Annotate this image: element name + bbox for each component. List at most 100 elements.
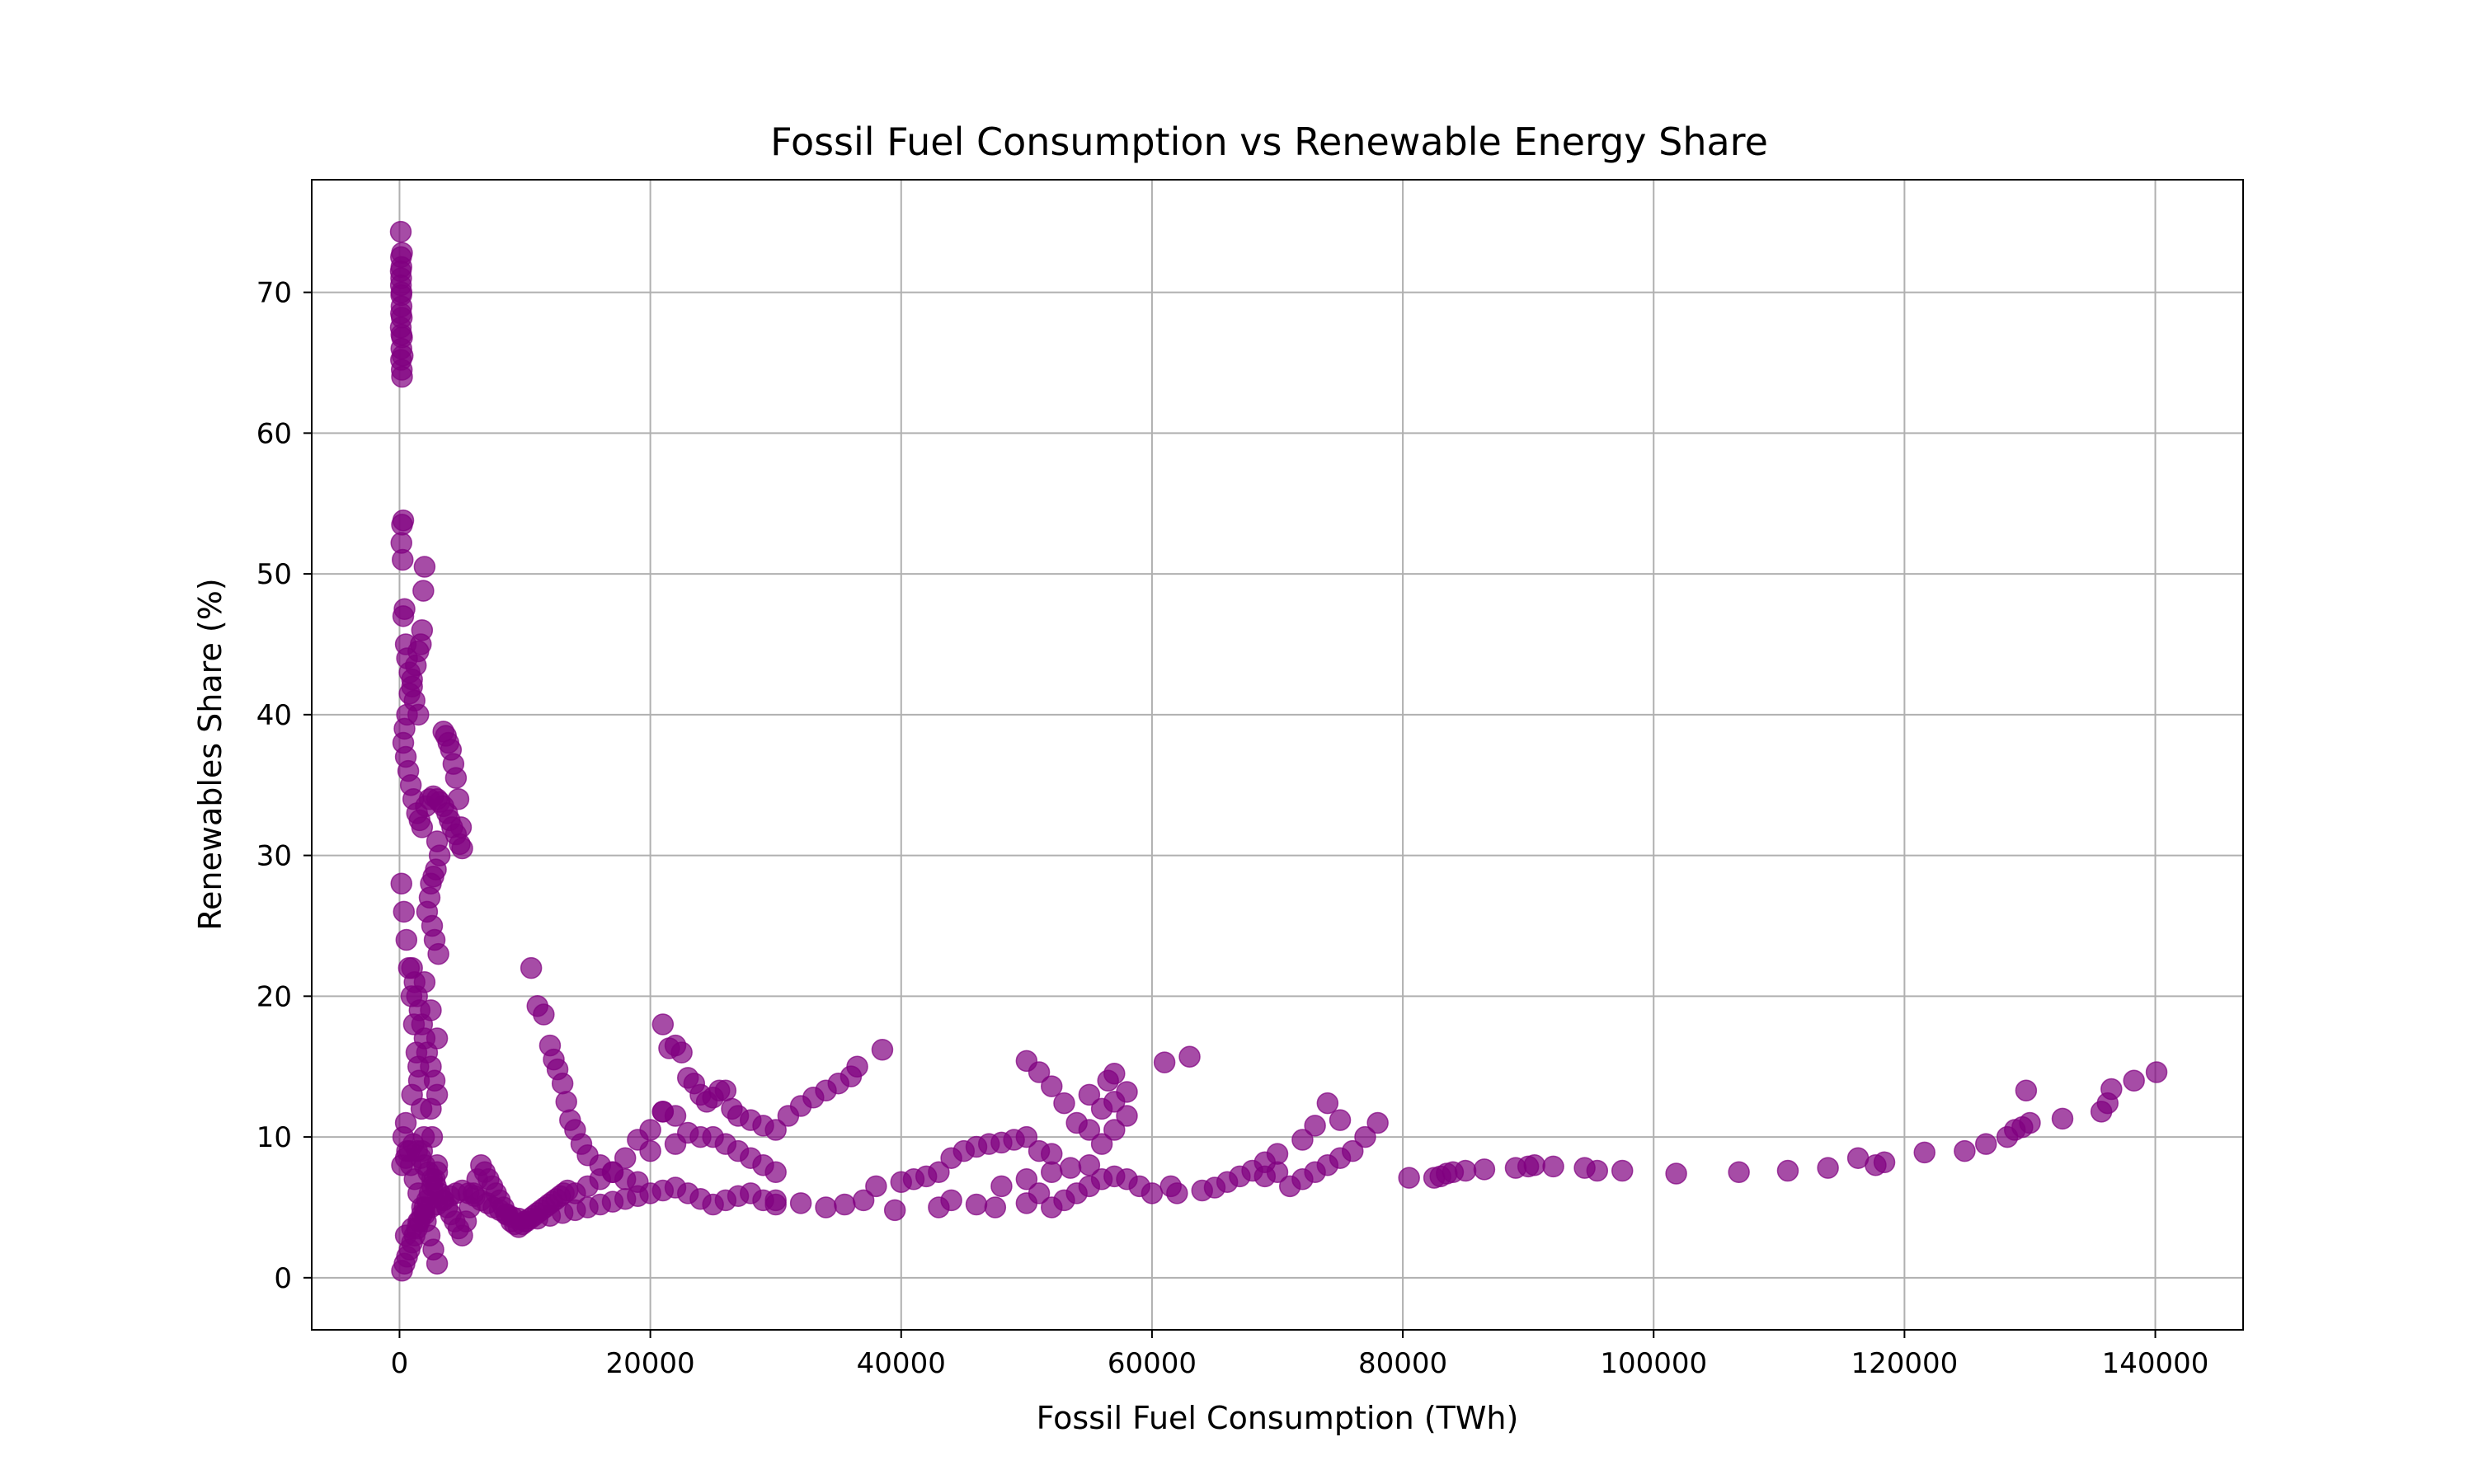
- data-point: [1291, 1129, 1314, 1151]
- plot-area-frame: [311, 179, 2244, 1331]
- data-point: [555, 1091, 577, 1113]
- data-point: [846, 1055, 868, 1078]
- data-point: [556, 1179, 579, 1202]
- data-point: [764, 1161, 787, 1184]
- data-point: [2051, 1107, 2074, 1130]
- data-point: [1454, 1159, 1477, 1182]
- data-point: [1178, 1045, 1201, 1068]
- data-point: [789, 1192, 812, 1214]
- x-axis-ticks: 0 20000 40000 60000 80000 100000 120000 140000: [391, 1330, 2208, 1380]
- data-point: [676, 1121, 699, 1144]
- data-point: [413, 971, 436, 993]
- data-point: [1116, 1081, 1138, 1103]
- data-point: [1015, 1168, 1038, 1190]
- data-point: [834, 1193, 856, 1216]
- x-tick-label: 0: [391, 1347, 409, 1380]
- data-point: [990, 1175, 1013, 1198]
- x-tick-label: 60000: [1108, 1347, 1197, 1380]
- data-point: [447, 788, 470, 810]
- data-point: [1041, 1143, 1063, 1165]
- data-point: [533, 1003, 555, 1026]
- data-point: [1053, 1092, 1075, 1115]
- data-point: [714, 1079, 737, 1101]
- data-point: [426, 1252, 449, 1275]
- data-point: [427, 942, 449, 965]
- data-point: [651, 1101, 675, 1123]
- data-point: [1354, 1125, 1376, 1148]
- data-point: [815, 1196, 837, 1219]
- data-point: [407, 1069, 430, 1092]
- y-axis-title: Renewables Share (%): [192, 578, 228, 930]
- data-point: [391, 514, 413, 536]
- x-tick-label: 120000: [1851, 1347, 1958, 1380]
- data-point: [551, 1072, 574, 1095]
- data-point: [883, 1199, 906, 1222]
- data-point: [390, 872, 412, 895]
- x-tick-label: 20000: [606, 1347, 695, 1380]
- data-point: [670, 1041, 693, 1064]
- data-point: [1028, 1061, 1051, 1083]
- data-point: [1078, 1083, 1101, 1106]
- data-point: [420, 999, 442, 1021]
- data-point: [1304, 1115, 1326, 1137]
- data-point: [871, 1038, 894, 1061]
- y-tick-label: 60: [256, 417, 292, 450]
- data-point: [405, 1041, 428, 1064]
- data-point: [651, 1013, 675, 1036]
- data-point: [1728, 1161, 1750, 1184]
- data-point: [392, 548, 414, 571]
- data-point: [395, 928, 418, 951]
- data-point: [1166, 1182, 1188, 1205]
- data-point: [449, 816, 473, 838]
- data-point: [2015, 1079, 2038, 1101]
- data-points: [389, 220, 2168, 1282]
- y-tick-label: 40: [256, 699, 292, 732]
- data-point: [1316, 1092, 1339, 1115]
- data-point: [389, 260, 412, 283]
- data-point: [2019, 1111, 2041, 1134]
- grid-lines: [312, 180, 2243, 1330]
- data-point: [1873, 1151, 1896, 1174]
- data-point: [2100, 1078, 2123, 1101]
- data-point: [410, 1097, 433, 1120]
- y-tick-label: 50: [256, 558, 292, 591]
- data-point: [614, 1147, 637, 1169]
- data-point: [392, 345, 414, 367]
- data-point: [390, 302, 412, 325]
- data-point: [1366, 1111, 1389, 1134]
- data-point: [393, 900, 416, 923]
- data-point: [400, 985, 423, 1007]
- data-point: [1041, 1161, 1063, 1184]
- data-point: [426, 1027, 449, 1050]
- data-point: [1665, 1162, 1687, 1185]
- data-point: [1041, 1075, 1063, 1097]
- data-point: [1253, 1165, 1277, 1188]
- data-point: [1523, 1153, 1546, 1176]
- data-point: [865, 1175, 887, 1198]
- data-point: [520, 956, 543, 979]
- data-point: [389, 220, 412, 243]
- y-tick-label: 10: [256, 1121, 292, 1154]
- data-point: [940, 1189, 962, 1212]
- y-tick-label: 20: [256, 980, 292, 1013]
- x-tick-label: 40000: [857, 1347, 946, 1380]
- data-point: [413, 556, 436, 578]
- data-point: [1611, 1159, 1634, 1182]
- y-tick-label: 0: [274, 1262, 292, 1295]
- chart-title: Fossil Fuel Consumption vs Renewable Ene…: [770, 120, 1768, 164]
- data-point: [1776, 1159, 1799, 1182]
- data-point: [928, 1161, 950, 1184]
- data-point: [1153, 1051, 1176, 1073]
- data-point: [1473, 1158, 1496, 1181]
- data-point: [1817, 1157, 1839, 1179]
- data-point: [1329, 1109, 1352, 1131]
- data-point: [1586, 1159, 1609, 1182]
- data-point: [1954, 1139, 1976, 1162]
- data-point: [402, 1013, 426, 1036]
- data-point: [1090, 1133, 1113, 1155]
- y-axis-ticks: 0 10 20 30 40 50 60 70: [256, 277, 312, 1295]
- x-axis-title: Fossil Fuel Consumption (TWh): [1037, 1400, 1519, 1436]
- data-point: [1542, 1155, 1564, 1178]
- data-point: [1913, 1141, 1935, 1164]
